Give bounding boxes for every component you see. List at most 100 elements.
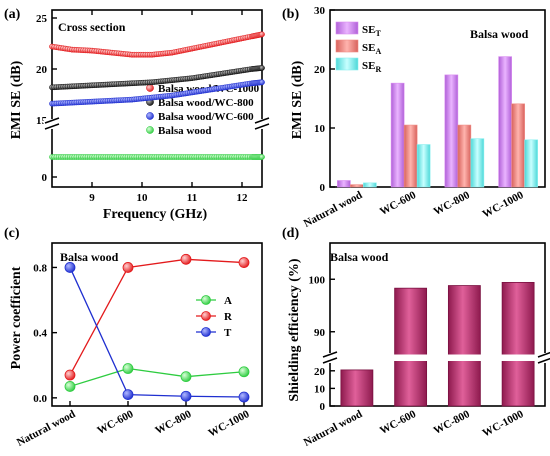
chart-d-x-tick-label: Natural wood bbox=[302, 408, 365, 449]
chart-b-x-tick-label: Natural wood bbox=[302, 189, 365, 230]
panel-label-d: (d) bbox=[282, 226, 299, 241]
axis-break-gap bbox=[537, 353, 550, 363]
axis-break-mark bbox=[254, 117, 270, 124]
axis-break-mark bbox=[44, 123, 60, 130]
chart-a-legend-label: Balsa wood/WC-800 bbox=[158, 97, 254, 109]
chart-d-bar bbox=[394, 287, 428, 407]
axis-break-gap bbox=[322, 353, 338, 363]
chart-a-point bbox=[259, 31, 265, 38]
chart-b-frame bbox=[329, 9, 546, 188]
chart-c-point bbox=[238, 257, 250, 268]
chart-b-y-tick-label: 30 bbox=[314, 5, 326, 17]
chart-c-point bbox=[122, 363, 134, 374]
chart-b-legend-swatch bbox=[335, 39, 359, 53]
panel-label-c: (c) bbox=[4, 226, 20, 241]
chart-a-legend-marker bbox=[146, 126, 154, 134]
chart-c-x-tick-label: Natural wood bbox=[15, 408, 78, 449]
chart-a-x-tick-label: 12 bbox=[237, 192, 249, 204]
chart-c-title: Balsa wood bbox=[60, 250, 119, 264]
panel-label-b: (b) bbox=[282, 7, 299, 22]
chart-a-frame bbox=[51, 9, 263, 188]
chart-c-y-tick-label: 0.8 bbox=[33, 262, 47, 274]
chart-b-bar bbox=[416, 144, 431, 188]
chart-b-y-tick-label: 0 bbox=[320, 182, 326, 194]
chart-c-point bbox=[122, 262, 134, 273]
chart-d: Balsa wood Shielding efficiency (%) 90 10… bbox=[287, 242, 550, 449]
chart-c-point bbox=[180, 371, 192, 383]
axis-break-mark bbox=[44, 117, 60, 124]
chart-a-y-tick-label: 20 bbox=[36, 64, 48, 76]
chart-d-x-tick-label: WC-600 bbox=[378, 408, 419, 437]
chart-a-legend-label: Balsa wood/WC-600 bbox=[158, 111, 254, 123]
chart-c-ylabel: Power coefficient bbox=[9, 266, 24, 369]
chart-c-series-line bbox=[69, 367, 245, 388]
chart-b-bar bbox=[350, 184, 364, 188]
chart-c-series-line bbox=[69, 267, 245, 398]
chart-d-y-tick-label: 10 bbox=[314, 383, 326, 395]
chart-b-y-tick-label: 10 bbox=[314, 123, 326, 135]
chart-b-ylabel: EMI SE (dB) bbox=[290, 60, 305, 139]
chart-b-legend-label: SEA bbox=[362, 42, 381, 56]
chart-d-y-tick-label: 100 bbox=[309, 274, 326, 286]
chart-b-bar bbox=[390, 82, 405, 188]
chart-b-legend-label: SET bbox=[362, 24, 381, 38]
chart-c-x-tick-label: WC-600 bbox=[95, 408, 136, 437]
chart-c-y-tick-label: 0.0 bbox=[33, 393, 47, 405]
chart-d-y-tick-label: 0 bbox=[320, 401, 326, 413]
chart-b-legend-swatch bbox=[335, 21, 359, 35]
chart-d-y-tick-label: 90 bbox=[314, 327, 326, 339]
chart-b-bar bbox=[337, 180, 351, 188]
axis-break-mark bbox=[322, 357, 338, 364]
chart-a-x-tick-label: 10 bbox=[137, 192, 149, 204]
chart-d-bar bbox=[501, 281, 535, 407]
axis-break-gap bbox=[44, 119, 60, 129]
chart-a-title: Cross section bbox=[58, 20, 126, 34]
chart-a-point bbox=[259, 65, 265, 71]
chart-c-legend-marker bbox=[201, 327, 211, 337]
chart-a: Cross section Frequency (GHz) EMI SE (dB… bbox=[9, 9, 270, 222]
axis-break-mark bbox=[254, 123, 270, 130]
chart-c-legend-marker bbox=[201, 295, 211, 305]
chart-c-legend-label: R bbox=[224, 311, 233, 323]
chart-d-y-tick-label: 20 bbox=[314, 366, 326, 378]
chart-b-bar bbox=[498, 56, 512, 188]
chart-b-bar bbox=[511, 103, 525, 188]
panel-label-a: (a) bbox=[4, 7, 21, 22]
chart-d-x-tick-label: WC-800 bbox=[432, 408, 473, 437]
chart-c-point bbox=[64, 381, 76, 392]
axis-break-mark bbox=[322, 351, 338, 358]
chart-b-bar bbox=[403, 124, 418, 188]
axis-break-gap bbox=[254, 119, 270, 129]
chart-b-legend-label: SER bbox=[362, 60, 381, 74]
chart-a-y-tick-label: 25 bbox=[36, 13, 48, 25]
chart-a-y-tick-label: 0 bbox=[42, 172, 48, 184]
chart-c-x-tick-label: WC-800 bbox=[153, 408, 194, 437]
chart-c-legend-label: T bbox=[224, 327, 232, 339]
chart-b-bar bbox=[444, 74, 459, 188]
chart-b: Balsa wood EMI SE (dB) 0 10 20 30 Natural wo… bbox=[290, 5, 546, 230]
chart-b-x-tick-label: WC-1000 bbox=[481, 189, 526, 221]
chart-b-title: Balsa wood bbox=[470, 27, 529, 41]
chart-c-x-tick-label: WC-1000 bbox=[206, 408, 251, 440]
chart-d-break-band bbox=[331, 355, 544, 361]
chart-b-legend-swatch bbox=[335, 57, 359, 71]
chart-d-frame bbox=[329, 242, 546, 407]
chart-c-series-line bbox=[69, 258, 245, 376]
chart-a-x-tick-label: 11 bbox=[187, 192, 197, 204]
chart-c-point bbox=[180, 390, 192, 402]
chart-c-legend-marker bbox=[201, 311, 211, 321]
chart-b-x-tick-label: WC-800 bbox=[432, 189, 473, 218]
chart-d-x-tick-label: WC-1000 bbox=[481, 408, 526, 440]
chart-a-x-tick-label: 9 bbox=[89, 192, 95, 204]
chart-b-x-tick-label: WC-600 bbox=[378, 189, 419, 218]
chart-d-bar bbox=[340, 369, 374, 407]
chart-c-point bbox=[122, 389, 134, 400]
chart-c-y-tick-label: 0.4 bbox=[33, 328, 47, 340]
chart-d-title: Balsa wood bbox=[330, 250, 389, 264]
chart-c: Balsa wood Power coefficient 0.0 0.4 0.8 Na… bbox=[9, 242, 263, 449]
chart-a-legend-marker bbox=[146, 84, 154, 92]
chart-d-bar bbox=[447, 285, 481, 407]
chart-a-point bbox=[259, 154, 265, 160]
chart-c-frame bbox=[51, 242, 263, 407]
